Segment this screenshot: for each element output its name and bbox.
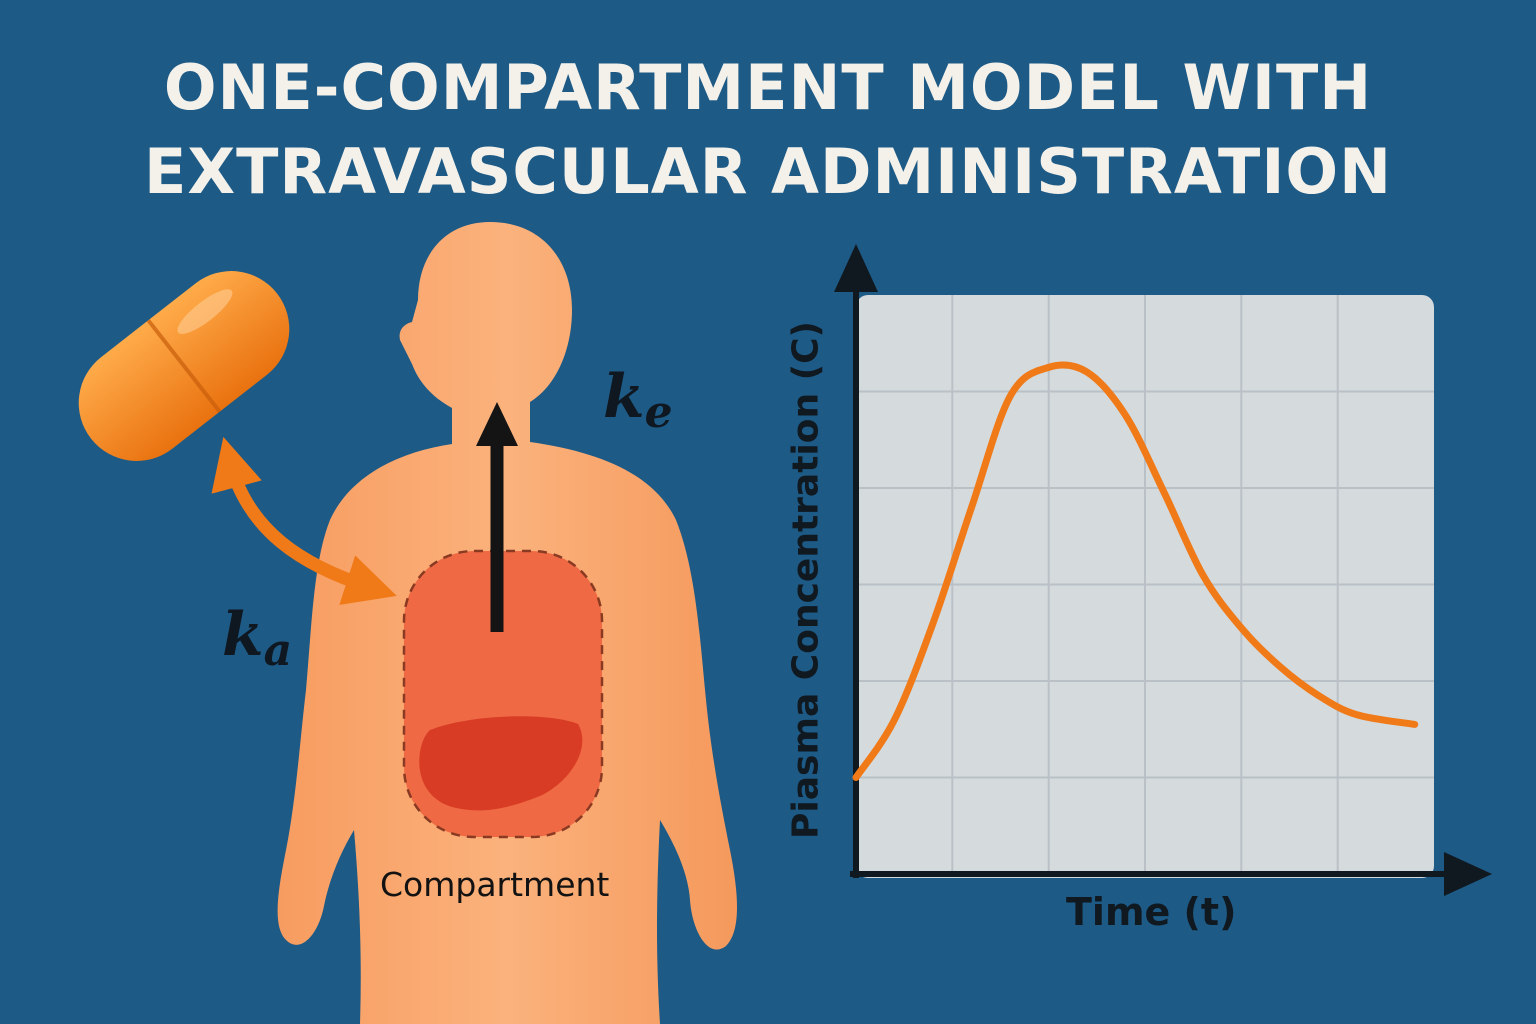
- absorption-rate-label: ka: [222, 600, 292, 676]
- ka-subscript: a: [263, 625, 293, 676]
- page-title: ONE-COMPARTMENT MODEL WITH EXTRAVASCULAR…: [0, 46, 1536, 214]
- concentration-time-chart: [834, 244, 1492, 896]
- elimination-arrowhead: [476, 402, 518, 446]
- absorption-arrow: [211, 436, 397, 605]
- grid-lines: [856, 295, 1434, 874]
- ka-base: k: [222, 600, 264, 670]
- title-line-2: EXTRAVASCULAR ADMINISTRATION: [143, 135, 1393, 208]
- title-line-1: ONE-COMPARTMENT MODEL WITH: [163, 51, 1373, 124]
- x-axis-arrowhead: [1444, 852, 1492, 896]
- elimination-rate-label: ke: [603, 362, 673, 438]
- compartment-label: Compartment: [380, 865, 610, 904]
- ke-subscript: e: [644, 387, 673, 438]
- x-axis-label: Time (t): [1066, 890, 1237, 934]
- y-axis-arrowhead: [834, 244, 878, 292]
- ke-base: k: [603, 362, 645, 432]
- y-axis-label: Piasma Concentration (C): [785, 321, 827, 839]
- liver-shape: [419, 716, 583, 811]
- capsule-pill: [78, 271, 290, 461]
- concentration-curve: [852, 361, 1419, 781]
